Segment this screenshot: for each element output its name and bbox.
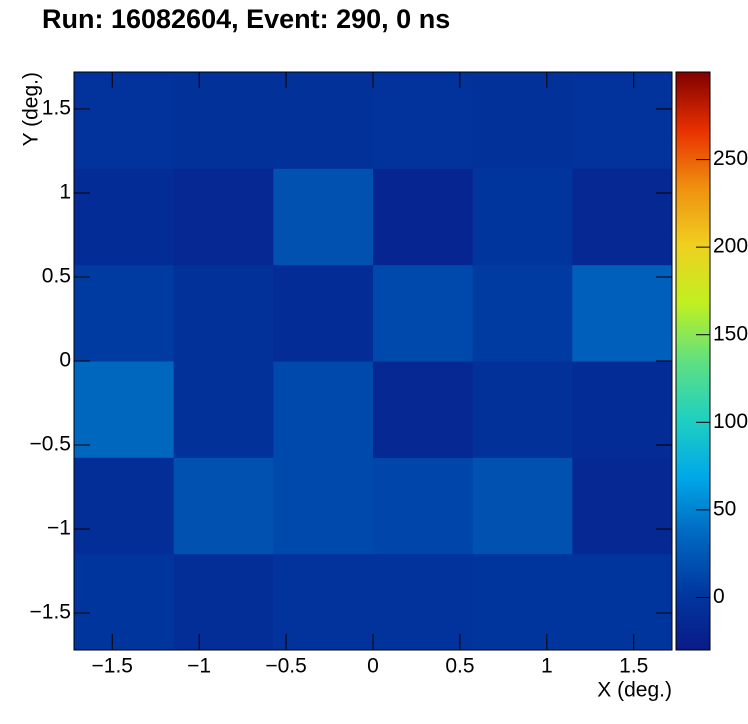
x-tick-label: −1.5 — [92, 655, 133, 678]
heatmap-cell — [173, 168, 274, 266]
heatmap-cell — [572, 72, 673, 169]
heatmap-cell — [173, 361, 274, 458]
colorbar-tick-label: 50 — [713, 497, 736, 520]
y-tick-label: 0 — [59, 349, 71, 372]
heatmap-cell — [373, 168, 474, 266]
y-tick-label: −1 — [47, 517, 71, 540]
heatmap-cell — [572, 168, 673, 266]
x-axis-label: X (deg.) — [597, 679, 672, 702]
colorbar-tick-label: 200 — [713, 235, 748, 258]
x-tick-label: −0.5 — [265, 655, 306, 678]
heatmap-cell — [173, 553, 274, 651]
heatmap-cell — [472, 72, 573, 169]
heatmap-cell — [472, 457, 573, 555]
heatmap-cell — [472, 361, 573, 458]
heatmap-cell — [173, 264, 274, 362]
heatmap-cell — [572, 264, 673, 362]
heatmap-cell — [74, 264, 175, 362]
y-tick-label: −0.5 — [30, 433, 71, 456]
heatmap-cell — [472, 264, 573, 362]
heatmap-cell — [373, 457, 474, 555]
x-tick-label: 1 — [541, 655, 553, 678]
heatmap-cell — [74, 553, 175, 651]
colorbar-tick-label: 150 — [713, 322, 748, 345]
colorbar-tick-label: 100 — [713, 410, 748, 433]
heatmap-cell — [472, 168, 573, 266]
heatmap-cell — [273, 168, 374, 266]
heatmap-cell — [472, 553, 573, 651]
heatmap-cell — [273, 72, 374, 169]
heatmap-cell — [373, 264, 474, 362]
heatmap-cell — [173, 72, 274, 169]
heatmap-cell — [74, 168, 175, 266]
x-tick-label: 1.5 — [619, 655, 648, 678]
chart-title: Run: 16082604, Event: 290, 0 ns — [42, 4, 450, 34]
y-tick-label: −1.5 — [30, 601, 71, 624]
x-tick-label: −1 — [187, 655, 211, 678]
heatmap-cell — [572, 553, 673, 651]
x-tick-label: 0 — [367, 655, 379, 678]
colorbar — [675, 71, 711, 651]
heatmap-cell — [273, 264, 374, 362]
heatmap-cell — [373, 553, 474, 651]
heatmap-cell — [373, 361, 474, 458]
x-tick-label: 0.5 — [445, 655, 474, 678]
heatmap-cell — [572, 361, 673, 458]
y-tick-label: 0.5 — [42, 265, 71, 288]
heatmap-cell — [273, 553, 374, 651]
y-axis-label: Y (deg.) — [20, 72, 43, 146]
heatmap-cell — [74, 457, 175, 555]
y-tick-label: 1.5 — [42, 97, 71, 120]
heatmap-cell — [572, 457, 673, 555]
colorbar-tick-label: 250 — [713, 147, 748, 170]
y-tick-label: 1 — [59, 181, 71, 204]
heatmap-cell — [74, 361, 175, 458]
heatmap-cell — [173, 457, 274, 555]
heatmap-cell — [273, 361, 374, 458]
heatmap-cell — [373, 72, 474, 169]
colorbar-tick-label: 0 — [713, 585, 725, 608]
heatmap-cell — [74, 72, 175, 169]
heatmap-cell — [273, 457, 374, 555]
